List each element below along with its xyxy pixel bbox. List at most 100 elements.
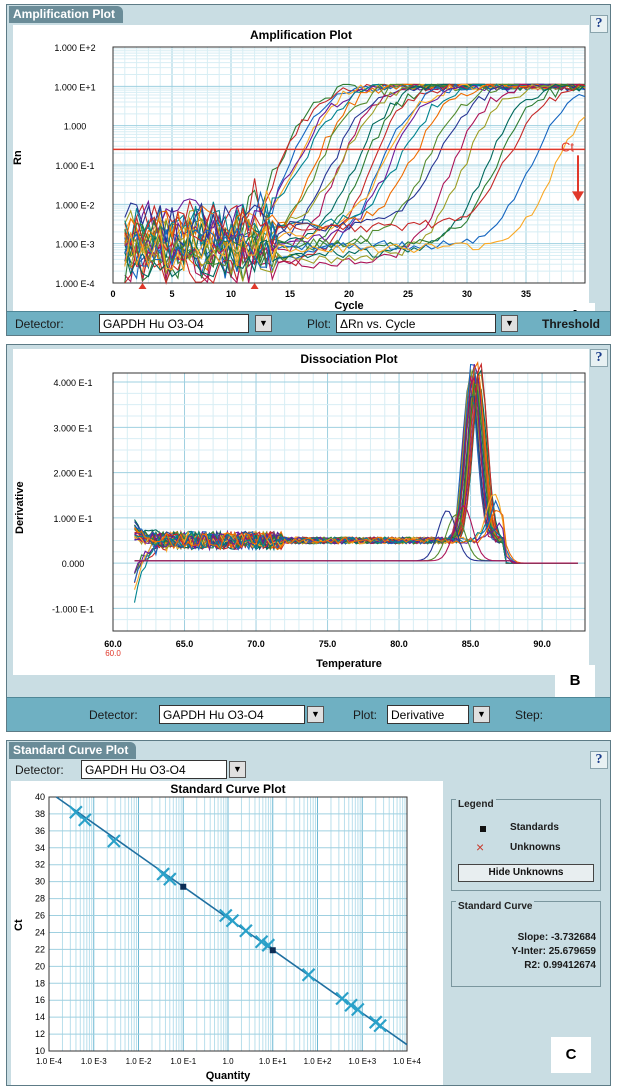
legend-standards-label: Standards <box>510 822 559 833</box>
plot-frame <box>112 46 586 284</box>
y-intercept-value: Y-Inter: 25.679659 <box>511 946 597 957</box>
x-axis-label: Quantity <box>206 1070 251 1082</box>
y-tick-label: 1.000 E-4 <box>55 279 94 289</box>
slope-value: Slope: -3.732684 <box>517 932 596 943</box>
y-tick-label: 1.000 E+2 <box>54 43 95 53</box>
plot-dropdown-arrow-a[interactable]: ▼ <box>501 315 518 332</box>
help-button-c[interactable]: ? <box>590 751 608 769</box>
y-tick-label: 14 <box>35 1012 45 1022</box>
legend-unknowns-label: Unknowns <box>510 842 561 853</box>
y-tick-label: 40 <box>35 792 45 802</box>
unknown-point <box>239 923 253 938</box>
y-tick-label: 24 <box>35 927 45 937</box>
plot-value-a: ΔRn vs. Cycle <box>340 317 416 331</box>
y-tick-label: 1.000 E-3 <box>55 240 94 250</box>
threshold-ct-label: Ct <box>561 139 574 154</box>
y-tick-label: 1.000 E+1 <box>54 82 95 92</box>
y-tick-label: 1.000 E-1 <box>53 514 92 524</box>
standard-curve-stats-box: Standard Curve Slope: -3.732684 Y-Inter:… <box>451 901 601 987</box>
y-tick-label: 22 <box>35 944 45 954</box>
y-tick-label: 3.000 E-1 <box>53 423 92 433</box>
panel-letter-c: C <box>551 1037 591 1073</box>
step-label: Step: <box>515 708 544 722</box>
x-axis-label: Temperature <box>316 658 382 670</box>
detector-label-c: Detector: <box>15 763 64 777</box>
unknown-point <box>344 998 358 1013</box>
x-tick-label: 1.0 <box>222 1057 234 1066</box>
standard-point <box>180 883 187 890</box>
standard-curve-panel: Standard Curve Plot ? Detector: GAPDH Hu… <box>6 740 611 1086</box>
standard-curve-plot-area: Standard Curve Plot 10 12 14 16 18 20 22 24 26 28 3… <box>11 781 443 1085</box>
x-tick-label: 30 <box>462 289 472 299</box>
legend-box: Legend Standards × Unknowns Hide Unknown… <box>451 799 601 891</box>
unknown-point <box>69 805 83 820</box>
detector-value-a: GAPDH Hu O3-O4 <box>103 317 204 331</box>
unknown-point <box>254 935 269 949</box>
x-tick-label: 15 <box>285 289 295 299</box>
help-button-b[interactable]: ? <box>590 349 608 367</box>
detector-dropdown-arrow-c[interactable]: ▼ <box>229 761 246 778</box>
y-tick-label: 4.000 E-1 <box>53 378 92 388</box>
x-tick-label: 60.0 <box>104 639 122 649</box>
x-tick-label: 1.0 E-4 <box>36 1057 62 1066</box>
dissociation-toolbar: Detector: GAPDH Hu O3-O4 ▼ Plot: Derivat… <box>7 697 610 731</box>
detector-select-c[interactable]: GAPDH Hu O3-O4 <box>81 760 227 779</box>
y-axis-label: Rn <box>13 150 24 165</box>
threshold-arrow-head <box>572 191 584 202</box>
unknown-point <box>301 968 316 982</box>
detector-select-b[interactable]: GAPDH Hu O3-O4 <box>159 705 305 724</box>
dissociation-curve <box>134 504 578 564</box>
standard-curve-panel-title: Standard Curve Plot <box>9 742 137 759</box>
panel-letter-b: B <box>555 665 595 697</box>
detector-select-a[interactable]: GAPDH Hu O3-O4 <box>99 314 249 333</box>
unknown-point <box>78 813 92 827</box>
chart-title: Amplification Plot <box>250 28 352 42</box>
y-tick-label: 10 <box>35 1046 45 1056</box>
unknown-point <box>335 991 349 1006</box>
x-tick-label: 85.0 <box>462 639 480 649</box>
detector-dropdown-arrow-b[interactable]: ▼ <box>307 706 324 723</box>
dissociation-curve <box>134 521 578 564</box>
plot-select-b[interactable]: Derivative <box>387 705 469 724</box>
x-tick-label: 1.0 E-2 <box>126 1057 152 1066</box>
x-tick-label: 1.0 E+2 <box>304 1057 332 1066</box>
y-tick-label: 20 <box>35 961 45 971</box>
y-tick-label: 1.000 <box>64 122 87 132</box>
x-tick-label: 1.0 E-3 <box>81 1057 107 1066</box>
x-tick-label: 0 <box>110 289 115 299</box>
x-tick-label: 80.0 <box>390 639 408 649</box>
dissociation-panel: ? Dissociation Plot -1.000 E-1 0.000 1.000 … <box>6 344 611 732</box>
amplification-toolbar: Detector: GAPDH Hu O3-O4 ▼ Plot: ΔRn vs.… <box>7 311 610 335</box>
plot-frame <box>112 372 586 632</box>
x-tick-label: 65.0 <box>176 639 194 649</box>
y-tick-label: 28 <box>35 894 45 904</box>
x-tick-label: 1.0 E+4 <box>393 1057 421 1066</box>
y-tick-label: 38 <box>35 809 45 819</box>
unknown-point <box>163 872 177 886</box>
x-tick-label: 1.0 E-1 <box>170 1057 196 1066</box>
hide-unknowns-button[interactable]: Hide Unknowns <box>458 864 594 882</box>
y-tick-label: 16 <box>35 995 45 1005</box>
x-tick-label: 75.0 <box>319 639 337 649</box>
y-tick-label: 0.000 <box>62 559 85 569</box>
plot-dropdown-arrow-b[interactable]: ▼ <box>473 706 490 723</box>
cycle-range-marker <box>138 283 147 289</box>
y-tick-label: -1.000 E-1 <box>52 604 94 614</box>
amplification-curve <box>124 93 586 268</box>
y-tick-label: 12 <box>35 1029 45 1039</box>
y-tick-label: 18 <box>35 978 45 988</box>
y-tick-label: 1.000 E-1 <box>55 161 94 171</box>
detector-value-b: GAPDH Hu O3-O4 <box>163 708 264 722</box>
y-tick-label: 36 <box>35 826 45 836</box>
unknown-point <box>373 1018 387 1033</box>
amplification-curve <box>124 83 586 272</box>
standard-curve-stats-title: Standard Curve <box>456 901 535 912</box>
help-button-a[interactable]: ? <box>590 15 608 33</box>
x-tick-label: 1.0 E+1 <box>259 1057 287 1066</box>
y-tick-label: 32 <box>35 860 45 870</box>
plot-select-a[interactable]: ΔRn vs. Cycle <box>336 314 496 333</box>
detector-value-c: GAPDH Hu O3-O4 <box>85 763 186 777</box>
detector-dropdown-arrow-a[interactable]: ▼ <box>255 315 272 332</box>
dissociation-curve <box>134 509 578 564</box>
dissociation-plot-area: Dissociation Plot -1.000 E-1 0.000 1.000 E-… <box>13 349 589 675</box>
